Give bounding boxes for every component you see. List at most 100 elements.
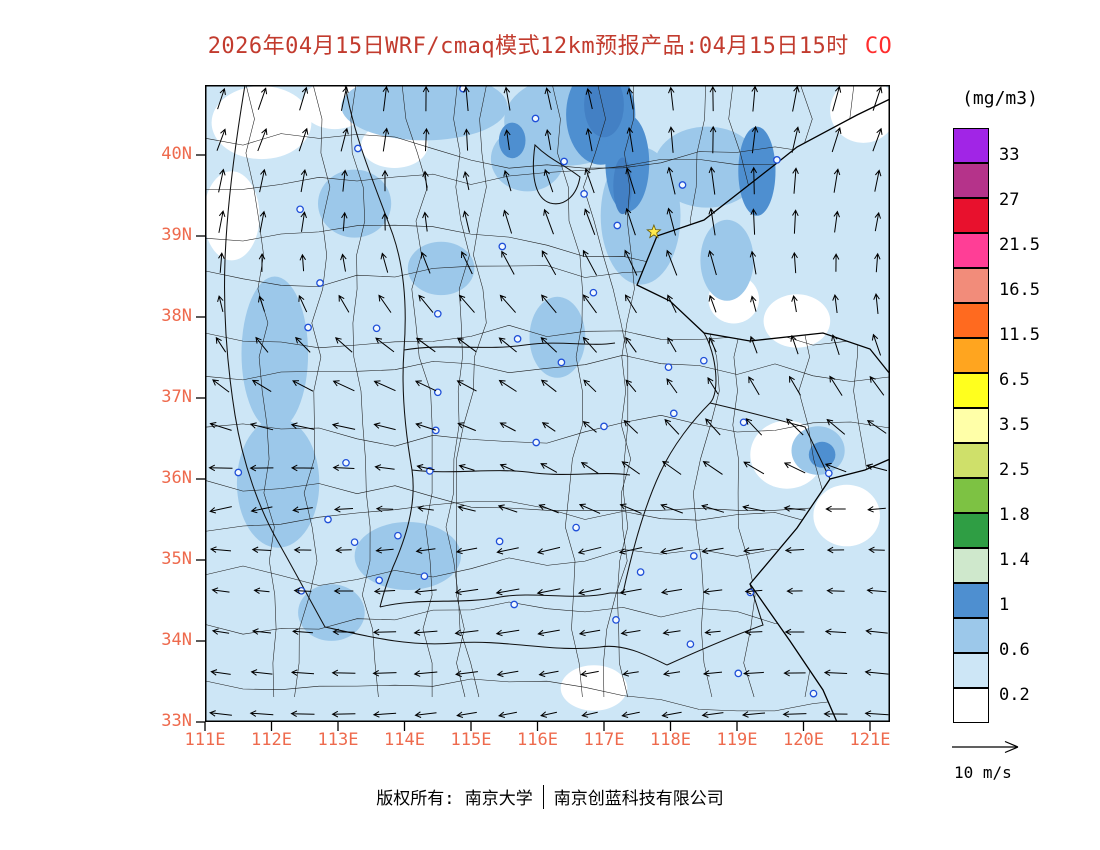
wind-vectors-layer xyxy=(208,85,889,719)
legend-color-box xyxy=(953,128,989,163)
city-marker xyxy=(734,669,743,678)
legend-color-box xyxy=(953,513,989,548)
city-marker xyxy=(433,388,442,397)
legend-value-label: 2.5 xyxy=(999,460,1030,480)
legend-color-box xyxy=(953,478,989,513)
city-marker xyxy=(678,181,687,189)
city-marker xyxy=(498,242,507,251)
legend-color-box xyxy=(953,373,989,408)
city-marker xyxy=(350,538,359,547)
legend-value-label: 1.8 xyxy=(999,505,1030,525)
city-marker xyxy=(532,438,541,447)
legend-color-box xyxy=(953,548,989,583)
legend-value-label: 0.6 xyxy=(999,640,1030,660)
lon-tick-label: 113E xyxy=(317,730,359,750)
city-marker xyxy=(375,576,384,585)
page-title: 2026年04月15日WRF/cmaq模式12km预报产品:04月15日15时 C… xyxy=(0,28,1100,60)
legend-value-label: 1.4 xyxy=(999,550,1030,570)
legend-color-box xyxy=(953,268,989,303)
city-marker xyxy=(354,144,362,153)
lat-tick-label: 36N xyxy=(161,468,192,488)
city-marker xyxy=(296,205,304,214)
city-marker xyxy=(669,409,678,418)
copyright-divider xyxy=(542,784,544,809)
legend-color-box xyxy=(953,338,989,373)
wind-reference-arrow xyxy=(952,740,1019,754)
lon-tick-label: 120E xyxy=(783,730,824,750)
legend-color-box xyxy=(953,583,989,618)
city-marker xyxy=(572,523,580,532)
legend-value-label: 21.5 xyxy=(999,235,1040,255)
city-marker xyxy=(560,157,568,166)
city-marker xyxy=(613,221,622,230)
map-canvas xyxy=(196,85,890,731)
city-marker xyxy=(234,468,243,477)
lon-tick-label: 121E xyxy=(849,730,891,750)
species-label: CO xyxy=(864,34,893,59)
city-marker xyxy=(589,288,598,297)
city-marker xyxy=(372,324,381,333)
title-text: 2026年04月15日WRF/cmaq模式12km预报产品:04月15日15时 xyxy=(207,34,849,59)
color-legend: 33 27 21.5 16.5 11.5 6.5 3.5 2.5 1.8 1.4 1 0.6 0.2 xyxy=(953,128,1073,723)
city-marker xyxy=(513,335,522,343)
lat-tick-label: 39N xyxy=(161,225,192,245)
lat-tick-label: 37N xyxy=(161,387,192,407)
legend-value-label: 11.5 xyxy=(999,325,1040,345)
city-marker xyxy=(739,418,748,427)
legend-value-label: 33 xyxy=(999,145,1020,165)
lon-tick-label: 116E xyxy=(517,730,558,750)
copyright: 版权所有: 南京大学 南京创蓝科技有限公司 xyxy=(0,784,1100,809)
lon-tick-label: 114E xyxy=(384,730,425,750)
city-marker xyxy=(431,426,440,435)
city-marker xyxy=(612,616,620,624)
legend-value-label: 3.5 xyxy=(999,415,1030,435)
legend-color-box xyxy=(953,233,989,268)
city-marker xyxy=(342,458,350,467)
lon-tick-label: 119E xyxy=(716,730,758,750)
city-marker xyxy=(773,156,781,164)
city-marker xyxy=(580,190,588,198)
city-marker xyxy=(304,323,312,332)
legend-value-label: 1 xyxy=(999,595,1010,615)
city-marker xyxy=(510,600,519,609)
legend-value-label: 16.5 xyxy=(999,280,1040,300)
city-markers-layer xyxy=(234,85,833,698)
lat-tick-label: 38N xyxy=(161,306,192,326)
legend-color-box xyxy=(953,618,989,653)
co-field-layer xyxy=(205,85,890,722)
legend-color-box xyxy=(953,198,989,233)
map-frame-border xyxy=(205,85,890,722)
city-marker xyxy=(531,114,540,123)
lon-tick-label: 111E xyxy=(184,730,226,750)
city-marker xyxy=(809,689,818,698)
city-marker xyxy=(824,469,833,478)
station-marker xyxy=(646,223,662,239)
lat-tick-label: 34N xyxy=(161,630,192,650)
copyright-right: 南京创蓝科技有限公司 xyxy=(553,789,724,809)
lon-tick-label: 117E xyxy=(583,730,625,750)
city-marker xyxy=(495,537,504,546)
city-marker xyxy=(394,531,402,540)
city-marker xyxy=(699,356,708,365)
city-marker xyxy=(686,640,695,649)
legend-value-label: 0.2 xyxy=(999,685,1030,705)
legend-color-box xyxy=(953,688,989,723)
city-marker xyxy=(433,309,442,318)
legend-color-box xyxy=(953,653,989,688)
legend-units: (mg/m3) xyxy=(962,88,1038,109)
lat-tick-label: 40N xyxy=(161,144,192,164)
city-marker xyxy=(689,552,698,560)
forecast-map xyxy=(196,85,890,731)
wind-reference: 10 m/s xyxy=(948,737,1068,782)
city-marker xyxy=(664,363,673,372)
copyright-left: 版权所有: 南京大学 xyxy=(376,789,533,809)
legend-color-box xyxy=(953,443,989,478)
legend-color-box xyxy=(953,163,989,198)
lat-tick-label: 35N xyxy=(161,549,192,569)
lon-tick-label: 115E xyxy=(450,730,492,750)
legend-value-label: 27 xyxy=(999,190,1020,210)
wind-reference-label: 10 m/s xyxy=(954,763,1012,782)
city-marker xyxy=(557,358,566,367)
legend-value-label: 6.5 xyxy=(999,370,1030,390)
